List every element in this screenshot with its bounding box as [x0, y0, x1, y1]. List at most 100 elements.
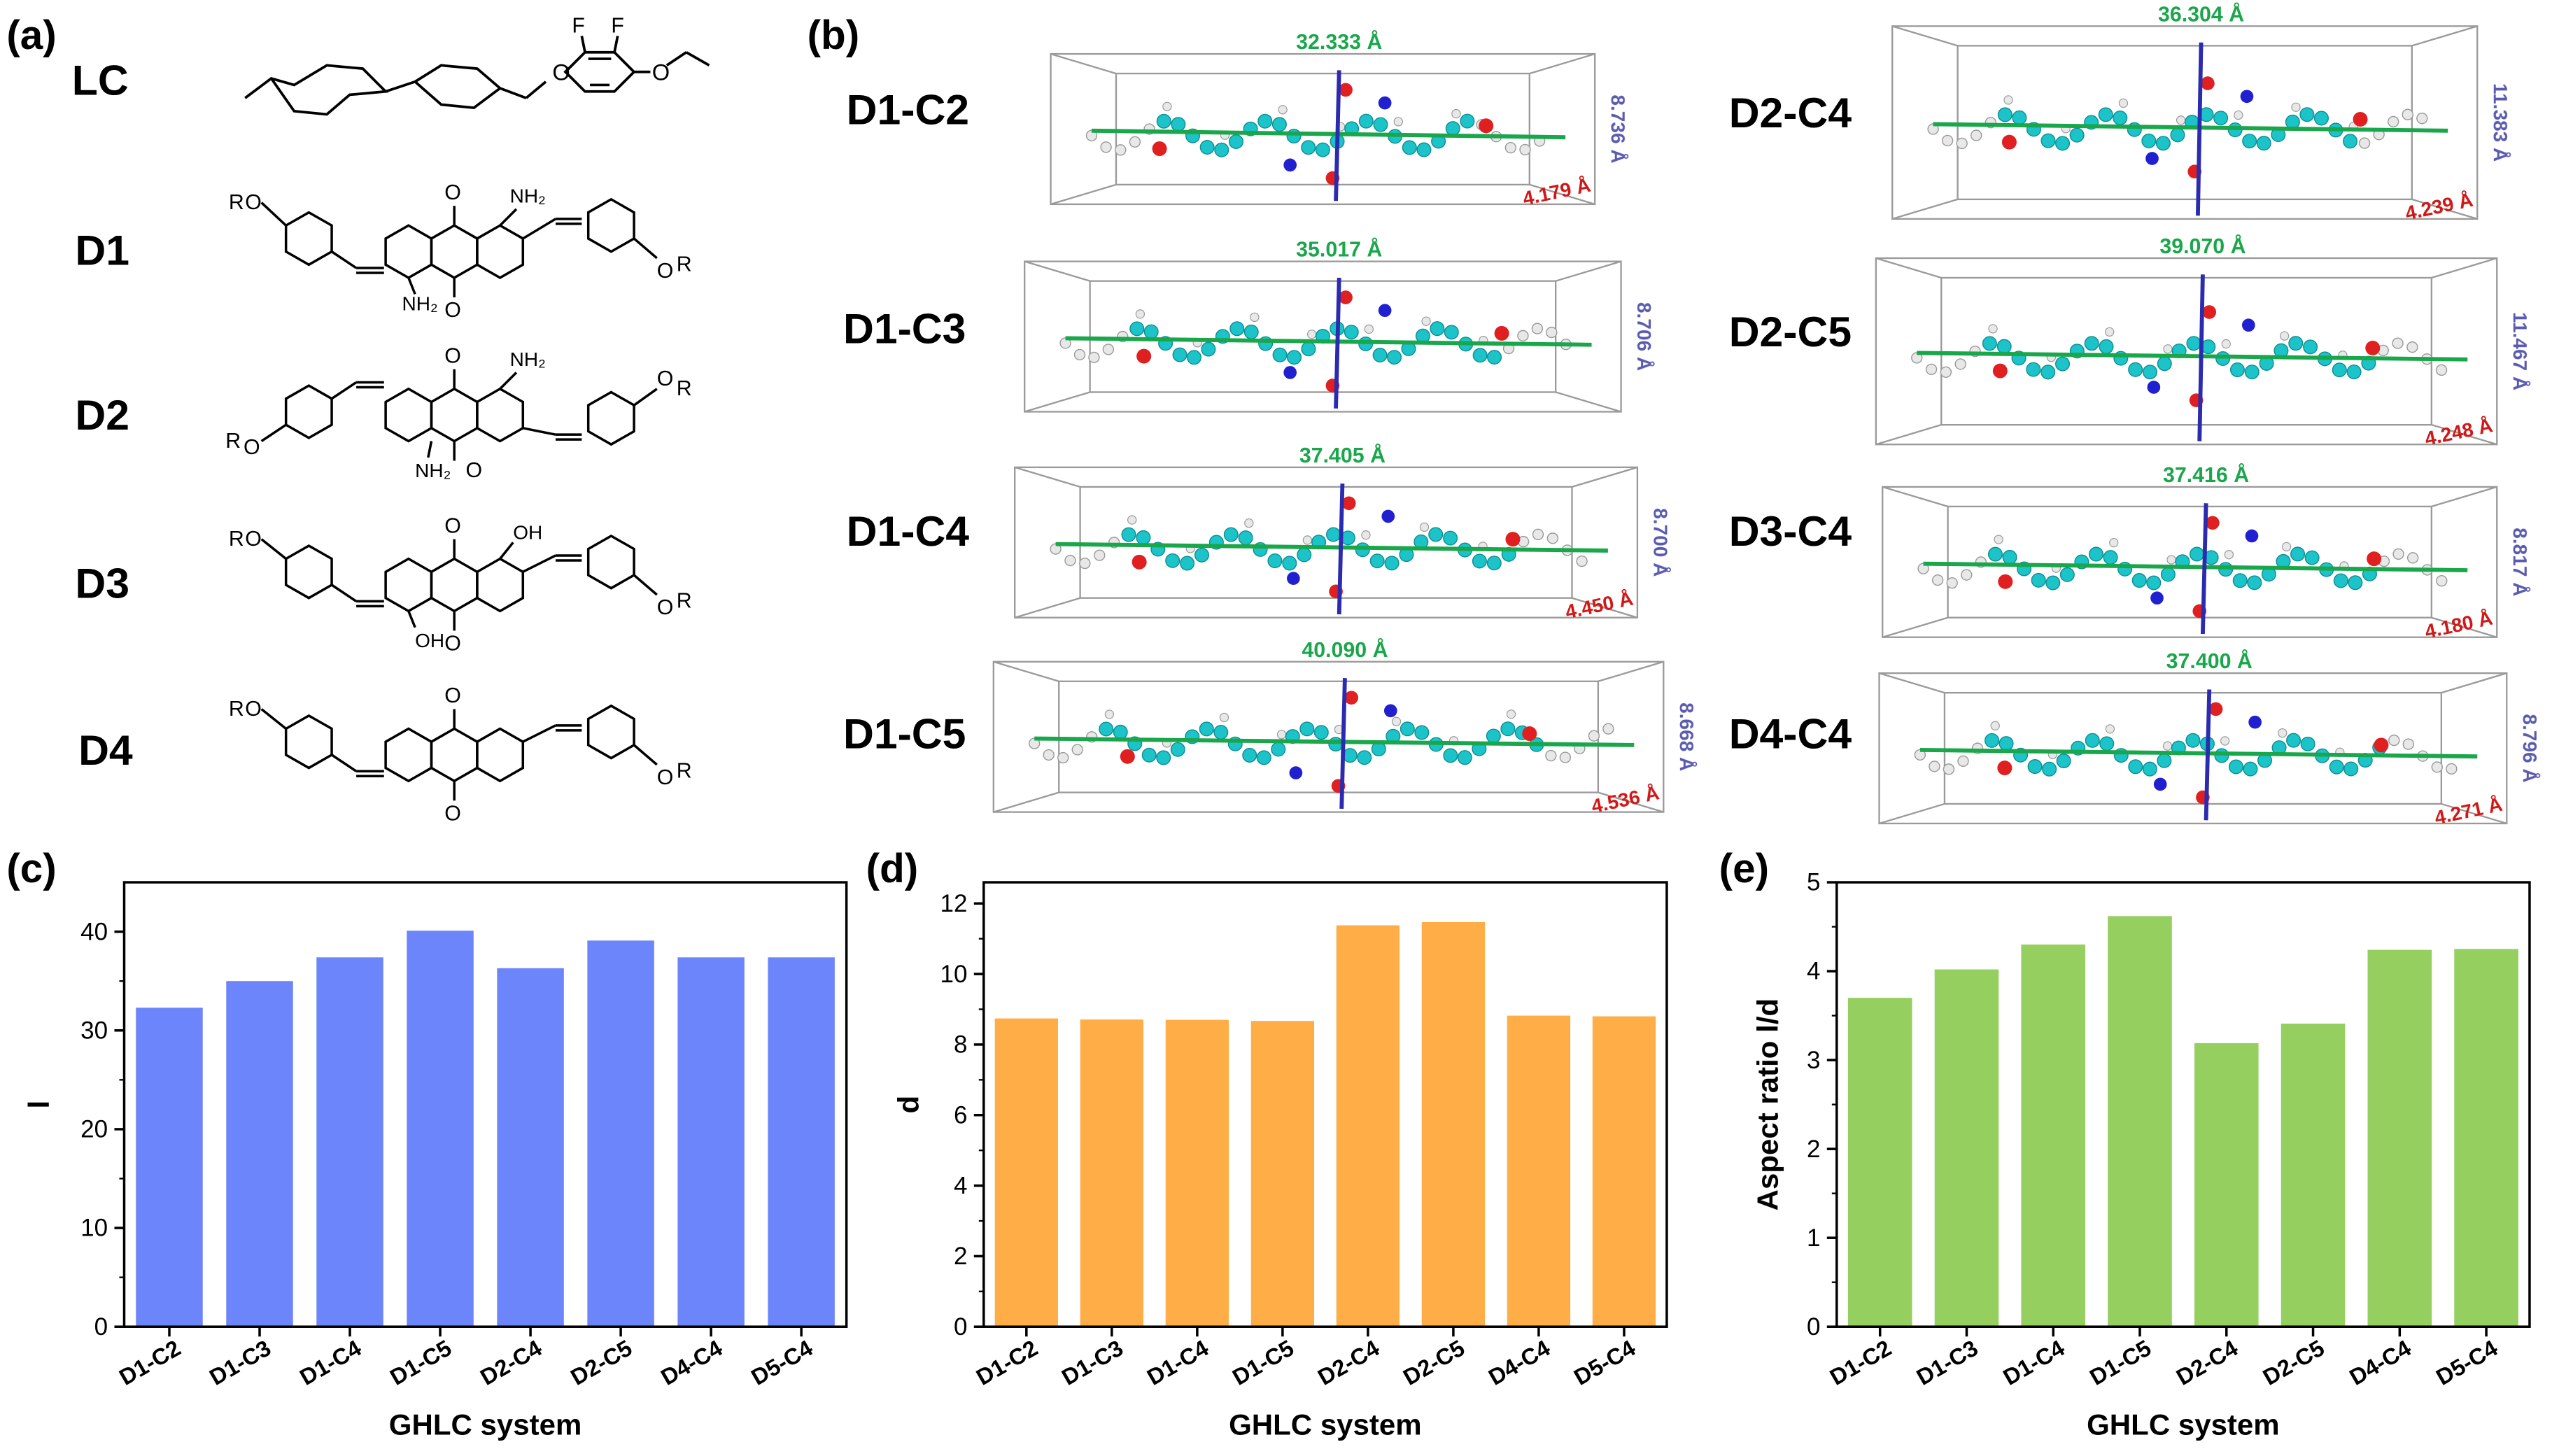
d4-atom-o1: O	[245, 698, 262, 721]
atom	[2244, 365, 2260, 380]
model-d3-c4: 37.416 Å8.817 Å4.180 Å	[1882, 464, 2531, 642]
atom	[2059, 567, 2075, 582]
x-tick-label: D1-C5	[386, 1335, 456, 1390]
hydrogen-atom	[1506, 709, 1516, 719]
bar-d1-c2	[994, 1018, 1058, 1327]
hydrogen-atom	[2279, 331, 2290, 341]
atom	[1416, 142, 1432, 157]
atom	[1357, 750, 1372, 765]
d3-atom-o3: O	[444, 632, 461, 655]
diameter-axis-line	[2197, 274, 2205, 441]
atom	[1129, 321, 1145, 337]
structure-name-lc: LC	[72, 56, 129, 104]
atom	[2157, 356, 2172, 372]
atom	[1129, 136, 1141, 148]
atom	[2157, 753, 2172, 768]
length-axis-line	[1917, 351, 2468, 362]
bar-d5-c4	[1592, 1016, 1656, 1327]
length-axis-line	[1933, 122, 2448, 133]
atom	[1029, 737, 1041, 749]
atom	[1443, 530, 1458, 546]
diameter-value: 8.706 Å	[1633, 302, 1655, 371]
oxygen-atom	[2374, 737, 2389, 753]
oxygen-atom	[1120, 749, 1135, 764]
oxygen-atom	[1494, 325, 1509, 341]
hydrogen-atom	[1135, 309, 1145, 319]
nitrogen-atom	[1381, 509, 1395, 523]
x-tick-label: D2-C4	[1313, 1335, 1383, 1390]
structure-name-d2: D2	[75, 391, 129, 439]
atom	[2436, 574, 2448, 587]
bar-d4-c4	[1507, 1015, 1571, 1327]
d1-atom-o2: O	[444, 181, 461, 204]
model-d1-c4: 37.405 Å8.700 Å4.450 Å	[1014, 444, 1671, 623]
length-axis-line	[1919, 747, 2478, 759]
atom	[1546, 326, 1558, 339]
atom	[2099, 736, 2115, 751]
d2-atom-nh2-2: NH₂	[415, 460, 451, 481]
model-box-edge	[1875, 257, 1942, 279]
atom	[2131, 573, 2147, 588]
atom	[1136, 530, 1151, 545]
model-box-edge	[1050, 52, 1117, 75]
y-axis-title: Aspect ratio l/d	[1751, 998, 1784, 1211]
atom	[2446, 763, 2458, 775]
length-value: 37.405 Å	[1299, 444, 1386, 467]
atom	[2027, 759, 2043, 775]
nitrogen-atom	[2240, 90, 2254, 104]
model-box-edge	[1572, 597, 1638, 619]
d4-atom-r1: R	[229, 698, 244, 721]
x-tick-label: D1-C2	[1826, 1335, 1896, 1390]
atom	[1588, 730, 1600, 742]
diameter-axis-line	[1334, 277, 1341, 409]
atom	[1929, 761, 1940, 772]
atom	[1443, 748, 1458, 763]
atom	[1088, 351, 1100, 364]
bar-d5-c4	[768, 957, 835, 1327]
hydrogen-atom	[2291, 102, 2301, 112]
atom	[1071, 744, 1083, 756]
d1-atom-o4: O	[657, 260, 674, 283]
atom	[2088, 546, 2104, 562]
y-axis-title: d	[891, 1096, 924, 1114]
d3-atom-o1: O	[245, 528, 262, 551]
diameter-value: 11.467 Å	[2509, 312, 2531, 390]
y-tick-label: 5	[1807, 869, 1820, 896]
atom	[2190, 546, 2205, 562]
atom	[1487, 349, 1502, 365]
x-tick-label: D1-C4	[295, 1335, 365, 1390]
d1-atom-o3: O	[444, 299, 461, 322]
atom	[1517, 330, 1529, 342]
atom	[2333, 573, 2348, 588]
atom	[2099, 339, 2114, 354]
atom	[1100, 141, 1112, 153]
oxygen-atom	[2367, 551, 2382, 567]
model-box-edge	[993, 791, 1059, 813]
atom	[1971, 129, 1982, 141]
hydrogen-atom	[2109, 537, 2119, 548]
x-tick-label: D1-C3	[205, 1335, 275, 1390]
atom	[2056, 754, 2071, 769]
length-axis-line	[1923, 561, 2468, 572]
model-box-edge	[1555, 391, 1621, 413]
atom	[2098, 107, 2113, 122]
oxygen-atom	[1344, 691, 1359, 705]
atom	[2300, 736, 2315, 751]
atom	[1079, 557, 1091, 570]
hydrogen-atom	[1219, 712, 1229, 723]
atom	[2304, 550, 2320, 565]
hydrogen-atom	[1988, 324, 1998, 334]
atom	[1213, 725, 1229, 740]
length-value: 37.416 Å	[2163, 464, 2249, 487]
atom	[1531, 323, 1544, 334]
atom	[2040, 133, 2056, 148]
atom	[1545, 749, 1557, 762]
atom	[2286, 733, 2301, 748]
nitrogen-atom	[1289, 766, 1303, 779]
model-box-edge	[2431, 616, 2497, 638]
atom	[2214, 748, 2229, 763]
atom	[2299, 107, 2315, 122]
atom	[2406, 341, 2418, 353]
atom	[1313, 725, 1329, 740]
atom	[2142, 761, 2157, 777]
